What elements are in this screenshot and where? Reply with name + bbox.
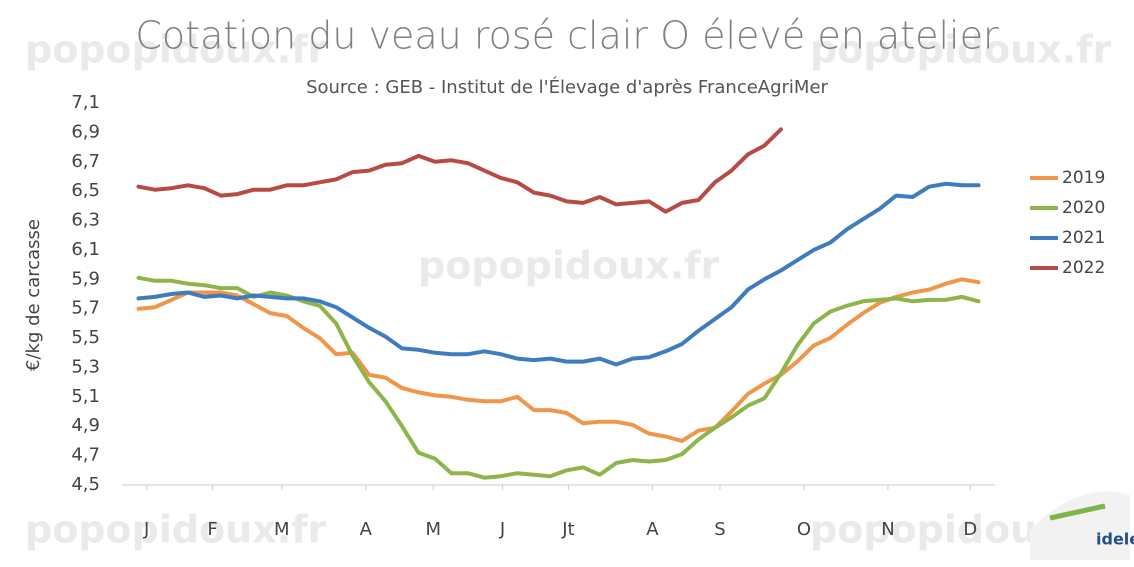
- y-tick-label: 6,5: [71, 180, 100, 201]
- logo-bg: [1030, 491, 1130, 560]
- logo-text: idele: [1096, 530, 1134, 549]
- x-tick-label: J: [143, 519, 149, 540]
- watermark: popopidoux.fr: [25, 28, 327, 72]
- series-line: [136, 127, 783, 214]
- y-tick-label: 6,9: [71, 121, 100, 142]
- x-tick-label: O: [797, 519, 811, 540]
- y-axis-label: €/kg de carcasse: [23, 219, 44, 371]
- watermark: popopidoux.fr: [25, 508, 327, 552]
- y-tick-label: 4,5: [71, 474, 100, 495]
- legend-label: 2022: [1062, 258, 1105, 278]
- chart-title: Cotation du veau rosé clair O élevé en a…: [135, 14, 999, 58]
- legend-label: 2019: [1062, 168, 1105, 188]
- y-tick-label: 7,1: [71, 92, 100, 113]
- y-tick-label: 6,7: [71, 151, 100, 172]
- logo-swoosh: [1049, 503, 1106, 521]
- series-line: [136, 275, 981, 480]
- y-tick-label: 5,1: [71, 386, 100, 407]
- y-tick-label: 6,3: [71, 210, 100, 231]
- x-tick-label: Jt: [561, 519, 574, 540]
- legend-label: 2020: [1062, 198, 1105, 218]
- x-tick-label: F: [207, 519, 217, 540]
- x-tick-label: M: [274, 519, 290, 540]
- y-tick-label: 6,1: [71, 239, 100, 260]
- y-tick-label: 5,5: [71, 327, 100, 348]
- chart-subtitle: Source : GEB - Institut de l'Élevage d'a…: [306, 76, 828, 98]
- x-tick-label: S: [714, 519, 725, 540]
- y-tick-label: 5,3: [71, 356, 100, 377]
- y-tick-label: 4,7: [71, 445, 100, 466]
- watermark: popopidoux.fr: [810, 28, 1112, 72]
- x-tick-label: M: [426, 519, 442, 540]
- x-tick-label: J: [499, 519, 505, 540]
- y-tick-label: 5,9: [71, 268, 100, 289]
- watermark: popopidoux.fr: [418, 244, 720, 288]
- y-tick-label: 5,7: [71, 298, 100, 319]
- x-tick-label: A: [360, 519, 373, 540]
- series-line: [136, 181, 981, 367]
- x-tick-label: D: [963, 519, 977, 540]
- legend-label: 2021: [1062, 228, 1105, 248]
- x-tick-label: A: [646, 519, 659, 540]
- x-tick-label: N: [881, 519, 894, 540]
- y-tick-label: 4,9: [71, 415, 100, 436]
- series-line: [136, 277, 981, 443]
